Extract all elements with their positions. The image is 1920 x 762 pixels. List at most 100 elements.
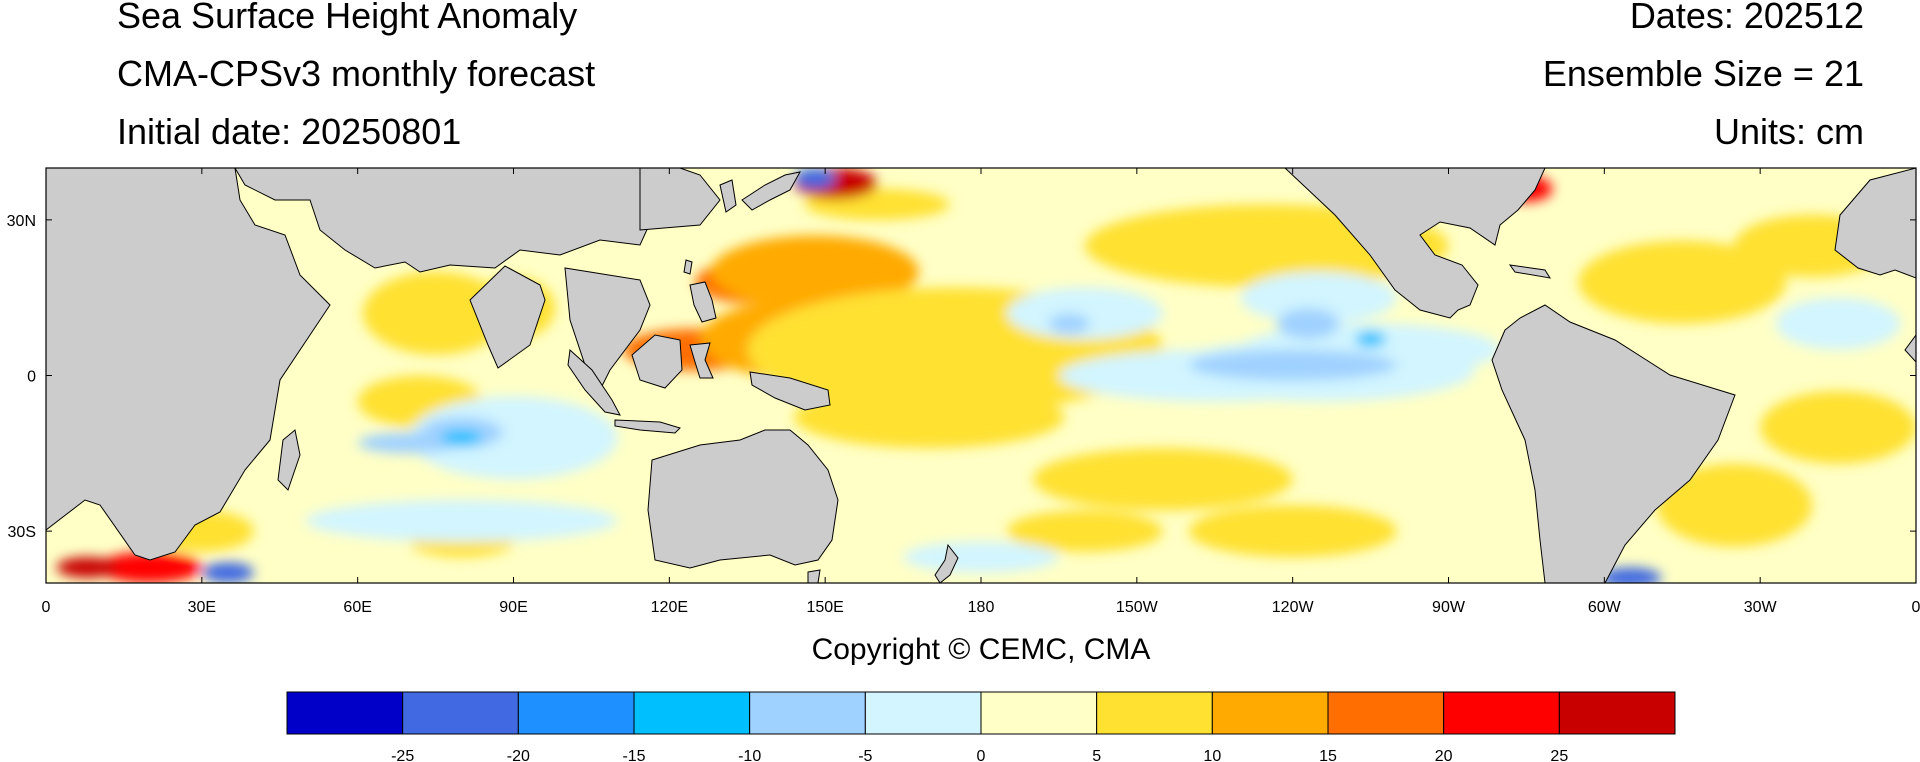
landmass-cuba bbox=[1508, 264, 1552, 279]
copyright-text: Copyright © CEMC, CMA bbox=[811, 633, 1151, 666]
colorbar-swatch bbox=[1558, 691, 1676, 735]
landmass-new-zealand bbox=[934, 543, 959, 583]
landmass-africa bbox=[46, 168, 331, 561]
colorbar-label: -5 bbox=[858, 748, 872, 762]
lon-tick-label: 90E bbox=[499, 599, 527, 616]
anomaly-region bbox=[1277, 308, 1340, 340]
landmass-tasmania bbox=[807, 569, 821, 583]
map-area: 30N 0 30S 0 30E 60E 90E 120E 150E 180 150W 120W 90W 6… bbox=[7, 167, 1920, 616]
colorbar-label: -15 bbox=[622, 748, 645, 762]
landmass-south-america bbox=[1491, 304, 1736, 583]
colorbar-swatch bbox=[749, 691, 866, 735]
colorbar-label: 5 bbox=[1092, 748, 1101, 762]
landmass-taiwan bbox=[683, 259, 693, 275]
landmass-sumatra bbox=[567, 348, 621, 416]
colorbar-label: -20 bbox=[507, 748, 530, 762]
anomaly-region bbox=[305, 500, 618, 542]
lon-tick-label: 0 bbox=[42, 599, 51, 616]
landmass-philippines bbox=[689, 281, 717, 323]
colorbar-label: 25 bbox=[1550, 748, 1568, 762]
anomaly-region bbox=[1775, 297, 1901, 350]
landmass-gulf-of-guinea bbox=[1904, 334, 1916, 363]
landmass-north-america bbox=[1284, 168, 1546, 319]
anomaly-region bbox=[794, 385, 1065, 449]
anomaly-region bbox=[1355, 331, 1387, 347]
anomaly-region bbox=[56, 557, 119, 578]
landmass-java bbox=[614, 419, 681, 434]
colorbar-swatch bbox=[1443, 691, 1560, 735]
colorbar-label: 0 bbox=[977, 748, 986, 762]
colorbar-swatch bbox=[402, 691, 519, 735]
lon-tick-label: 150E bbox=[806, 599, 843, 616]
colorbar-swatch bbox=[1211, 691, 1329, 735]
colorbar-swatch bbox=[1327, 691, 1445, 735]
anomaly-region bbox=[1578, 240, 1787, 324]
anomaly-region bbox=[903, 541, 1059, 573]
anomaly-region bbox=[409, 396, 618, 480]
lat-tick-label: 30S bbox=[8, 524, 36, 541]
colorbar: -25 -20 -15 -10 -5 0 5 10 15 20 25 bbox=[286, 691, 1676, 762]
anomaly-region bbox=[710, 235, 919, 309]
colorbar-swatch bbox=[864, 691, 982, 735]
anomaly-region bbox=[1032, 448, 1293, 511]
landmass-india bbox=[469, 265, 546, 369]
landmass-australia bbox=[647, 429, 839, 569]
lon-tick-label: 30W bbox=[1744, 599, 1778, 616]
anomaly-region bbox=[97, 551, 202, 583]
landmass-japan bbox=[741, 171, 801, 211]
anomaly-region bbox=[362, 271, 509, 355]
landmass-sulawesi bbox=[689, 342, 714, 379]
colorbar-swatch bbox=[633, 691, 751, 735]
landmass-new-guinea bbox=[749, 371, 831, 411]
lat-tick-label: 0 bbox=[27, 369, 36, 386]
lon-tick-label: 90W bbox=[1432, 599, 1466, 616]
landmass-west-africa bbox=[1834, 168, 1916, 279]
landmass-europe bbox=[234, 168, 676, 273]
axis-ticks: 30N 0 30S 0 30E 60E 90E 120E 150E 180 150W 120W 90W 6… bbox=[7, 168, 1920, 616]
anomaly-region bbox=[1006, 510, 1163, 552]
colorbar-label: 10 bbox=[1203, 748, 1221, 762]
anomaly-region bbox=[201, 562, 254, 583]
anomaly-region bbox=[357, 432, 462, 454]
landmass-korea bbox=[719, 179, 737, 213]
anomaly-field bbox=[56, 168, 1916, 583]
anomaly-region bbox=[794, 168, 836, 189]
landmass-madagascar bbox=[277, 429, 301, 491]
map-title: Sea Surface Height Anomaly bbox=[117, 0, 578, 36]
landmass-borneo bbox=[631, 334, 683, 389]
lon-tick-label: 120W bbox=[1272, 599, 1315, 616]
colorbar-label: -25 bbox=[391, 748, 414, 762]
colorbar-swatch bbox=[1096, 691, 1213, 735]
land-mask bbox=[46, 168, 1916, 583]
anomaly-region bbox=[440, 429, 483, 446]
landmass-indochina bbox=[564, 267, 651, 392]
colorbar-swatch bbox=[517, 691, 635, 735]
colorbar-swatch bbox=[980, 691, 1098, 735]
colorbar-label: 20 bbox=[1435, 748, 1453, 762]
dates-label: Dates: 202512 bbox=[1629, 0, 1864, 36]
lon-tick-label: 0 bbox=[1912, 599, 1920, 616]
landmass-china bbox=[639, 168, 721, 231]
lon-tick-label: 180 bbox=[968, 599, 995, 616]
anomaly-region bbox=[1760, 391, 1916, 464]
colorbar-swatch bbox=[286, 691, 404, 735]
initial-date-label: Initial date: 20250801 bbox=[117, 111, 462, 152]
anomaly-region bbox=[1048, 313, 1091, 334]
lon-tick-label: 30E bbox=[188, 599, 216, 616]
anomaly-region bbox=[1656, 463, 1813, 547]
lon-tick-label: 60W bbox=[1588, 599, 1622, 616]
lon-tick-label: 150W bbox=[1116, 599, 1159, 616]
lon-tick-label: 120E bbox=[651, 599, 688, 616]
model-label: CMA-CPSv3 monthly forecast bbox=[117, 53, 596, 94]
units-label: Units: cm bbox=[1713, 111, 1864, 152]
anomaly-region bbox=[1188, 505, 1397, 558]
lat-tick-label: 30N bbox=[7, 213, 36, 230]
anomaly-region bbox=[1240, 271, 1397, 324]
lon-tick-label: 60E bbox=[343, 599, 371, 616]
anomaly-region bbox=[1599, 567, 1662, 583]
anomaly-region bbox=[1188, 349, 1397, 381]
anomaly-region bbox=[1006, 287, 1163, 340]
ensemble-size-label: Ensemble Size = 21 bbox=[1542, 53, 1864, 94]
colorbar-label: -10 bbox=[738, 748, 761, 762]
